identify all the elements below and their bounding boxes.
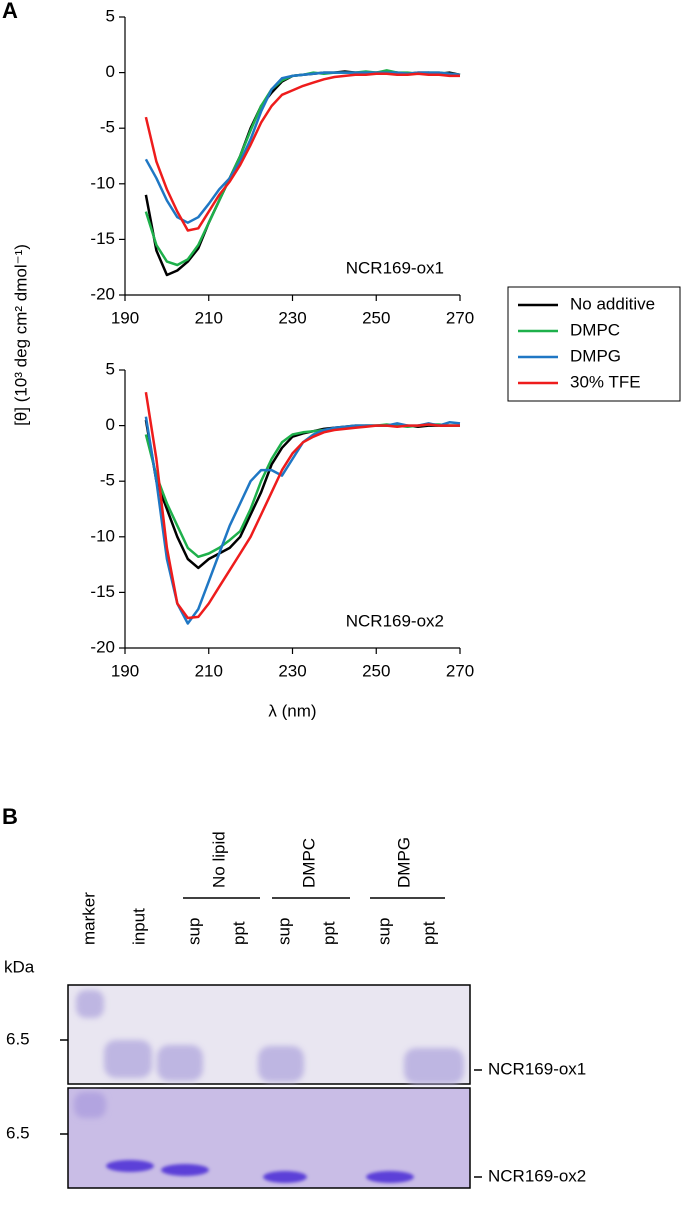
gel-band bbox=[161, 1164, 209, 1176]
lane-label: ppt bbox=[419, 921, 438, 945]
group-label: DMPG bbox=[394, 837, 413, 888]
gel-band bbox=[106, 1160, 154, 1172]
y-tick-label: -20 bbox=[90, 284, 115, 303]
data-line bbox=[144, 392, 460, 620]
x-tick-label: 230 bbox=[278, 308, 306, 327]
lane-label: sup bbox=[274, 918, 293, 945]
legend-label: 30% TFE bbox=[570, 372, 641, 391]
band-label: NCR169-ox1 bbox=[488, 1059, 586, 1078]
x-tick-label: 210 bbox=[195, 308, 223, 327]
legend-label: No additive bbox=[570, 294, 655, 313]
x-tick-label: 230 bbox=[278, 661, 306, 680]
y-tick-label: -10 bbox=[90, 173, 115, 192]
annotation: NCR169-ox2 bbox=[346, 611, 444, 630]
y-tick-label: -5 bbox=[100, 471, 115, 490]
x-tick-label: 270 bbox=[446, 661, 474, 680]
data-line bbox=[144, 71, 461, 224]
band-label: NCR169-ox2 bbox=[488, 1166, 586, 1185]
data-line bbox=[144, 70, 461, 277]
x-tick-label: 250 bbox=[362, 661, 390, 680]
gel-band bbox=[404, 1048, 464, 1084]
gel-band bbox=[76, 990, 104, 1018]
y-tick-label: -5 bbox=[100, 118, 115, 137]
kda-label: kDa bbox=[4, 957, 35, 976]
x-tick-label: 190 bbox=[111, 308, 139, 327]
y-tick-label: 0 bbox=[106, 415, 115, 434]
legend-label: DMPG bbox=[570, 346, 621, 365]
y-tick-label: -15 bbox=[90, 229, 115, 248]
data-line bbox=[144, 69, 461, 267]
lane-label: ppt bbox=[319, 921, 338, 945]
y-tick-label: -15 bbox=[90, 582, 115, 601]
y-tick-label: -10 bbox=[90, 526, 115, 545]
y-axis-label: [θ] (10³ deg cm² dmol⁻¹) bbox=[11, 244, 30, 426]
data-line bbox=[144, 72, 460, 232]
marker-label: 6.5 bbox=[6, 1123, 30, 1142]
group-label: DMPC bbox=[299, 838, 318, 888]
group-label: No lipid bbox=[209, 831, 228, 888]
panel-label: B bbox=[2, 804, 18, 829]
gel-band bbox=[104, 1040, 152, 1078]
annotation: NCR169-ox1 bbox=[346, 258, 444, 277]
y-tick-label: -20 bbox=[90, 637, 115, 656]
y-tick-label: 0 bbox=[106, 62, 115, 81]
x-tick-label: 210 bbox=[195, 661, 223, 680]
y-tick-label: 5 bbox=[106, 6, 115, 25]
y-tick-label: 5 bbox=[106, 359, 115, 378]
lane-label: sup bbox=[374, 918, 393, 945]
x-axis-label: λ (nm) bbox=[268, 701, 316, 720]
gel-band bbox=[74, 1092, 106, 1118]
gel-band bbox=[263, 1171, 307, 1183]
x-tick-label: 190 bbox=[111, 661, 139, 680]
gel-band bbox=[157, 1045, 203, 1081]
gel-band bbox=[258, 1046, 304, 1082]
marker-label: 6.5 bbox=[6, 1029, 30, 1048]
x-tick-label: 270 bbox=[446, 308, 474, 327]
gel bbox=[60, 897, 482, 1189]
data-line bbox=[144, 416, 461, 625]
lane-label: input bbox=[129, 908, 148, 945]
lane-label: ppt bbox=[229, 921, 248, 945]
legend-label: DMPC bbox=[570, 320, 620, 339]
x-tick-label: 250 bbox=[362, 308, 390, 327]
gel-band bbox=[366, 1171, 414, 1183]
lane-label: marker bbox=[79, 892, 98, 945]
lane-label: sup bbox=[184, 918, 203, 945]
panel-label: A bbox=[2, 0, 18, 23]
